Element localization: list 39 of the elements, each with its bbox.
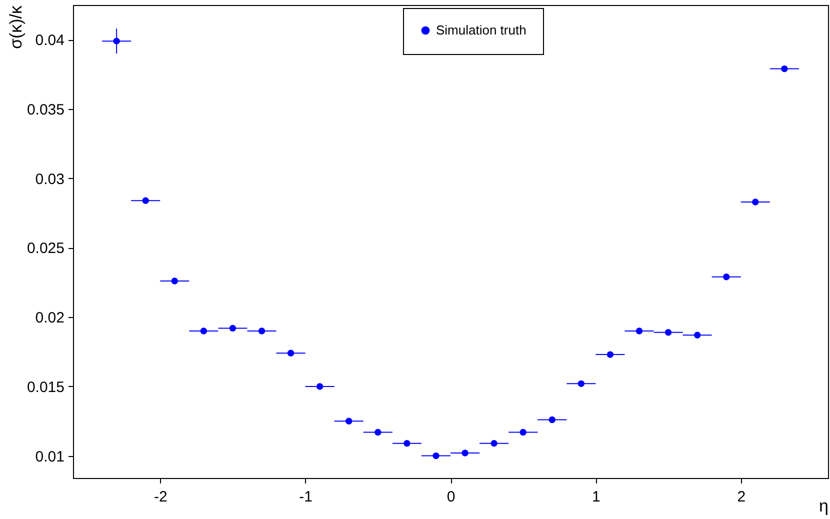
point (606, 351, 614, 358)
point (404, 440, 410, 447)
y-tick-label: 0.03 (35, 170, 64, 188)
point (374, 428, 382, 436)
x-tick-label: -1 (299, 488, 312, 506)
x-tick-label: 1 (592, 488, 600, 506)
y-tick-label: 0.04 (35, 32, 64, 50)
y-axis-title: σ(κ)/κ (6, 5, 26, 50)
point (229, 324, 236, 332)
y-tick-label: 0.015 (26, 378, 64, 396)
x-axis-title: η (819, 496, 828, 516)
point (200, 328, 208, 334)
point (490, 440, 498, 447)
y-tick-label: 0.01 (35, 448, 64, 466)
y-tick-label: 0.025 (26, 240, 64, 258)
legend-label: Simulation truth (436, 22, 526, 38)
x-tick-label: 2 (737, 488, 746, 506)
x-tick-label: 0 (446, 488, 456, 506)
x-tick-label: -2 (154, 488, 168, 506)
point (578, 380, 585, 388)
point (752, 198, 759, 206)
point (723, 274, 730, 280)
point (346, 418, 352, 424)
point (316, 383, 324, 390)
point (258, 328, 266, 334)
y-tick-label: 0.035 (26, 102, 64, 119)
point (694, 332, 701, 338)
point (142, 197, 149, 204)
point (432, 452, 440, 460)
point (287, 350, 294, 357)
y-tick-label: 0.02 (35, 310, 64, 327)
point (664, 329, 672, 336)
point (113, 38, 120, 44)
point (548, 416, 556, 424)
point (520, 428, 526, 436)
point (636, 328, 643, 334)
point (171, 278, 178, 284)
point (462, 450, 468, 456)
point (781, 65, 788, 72)
